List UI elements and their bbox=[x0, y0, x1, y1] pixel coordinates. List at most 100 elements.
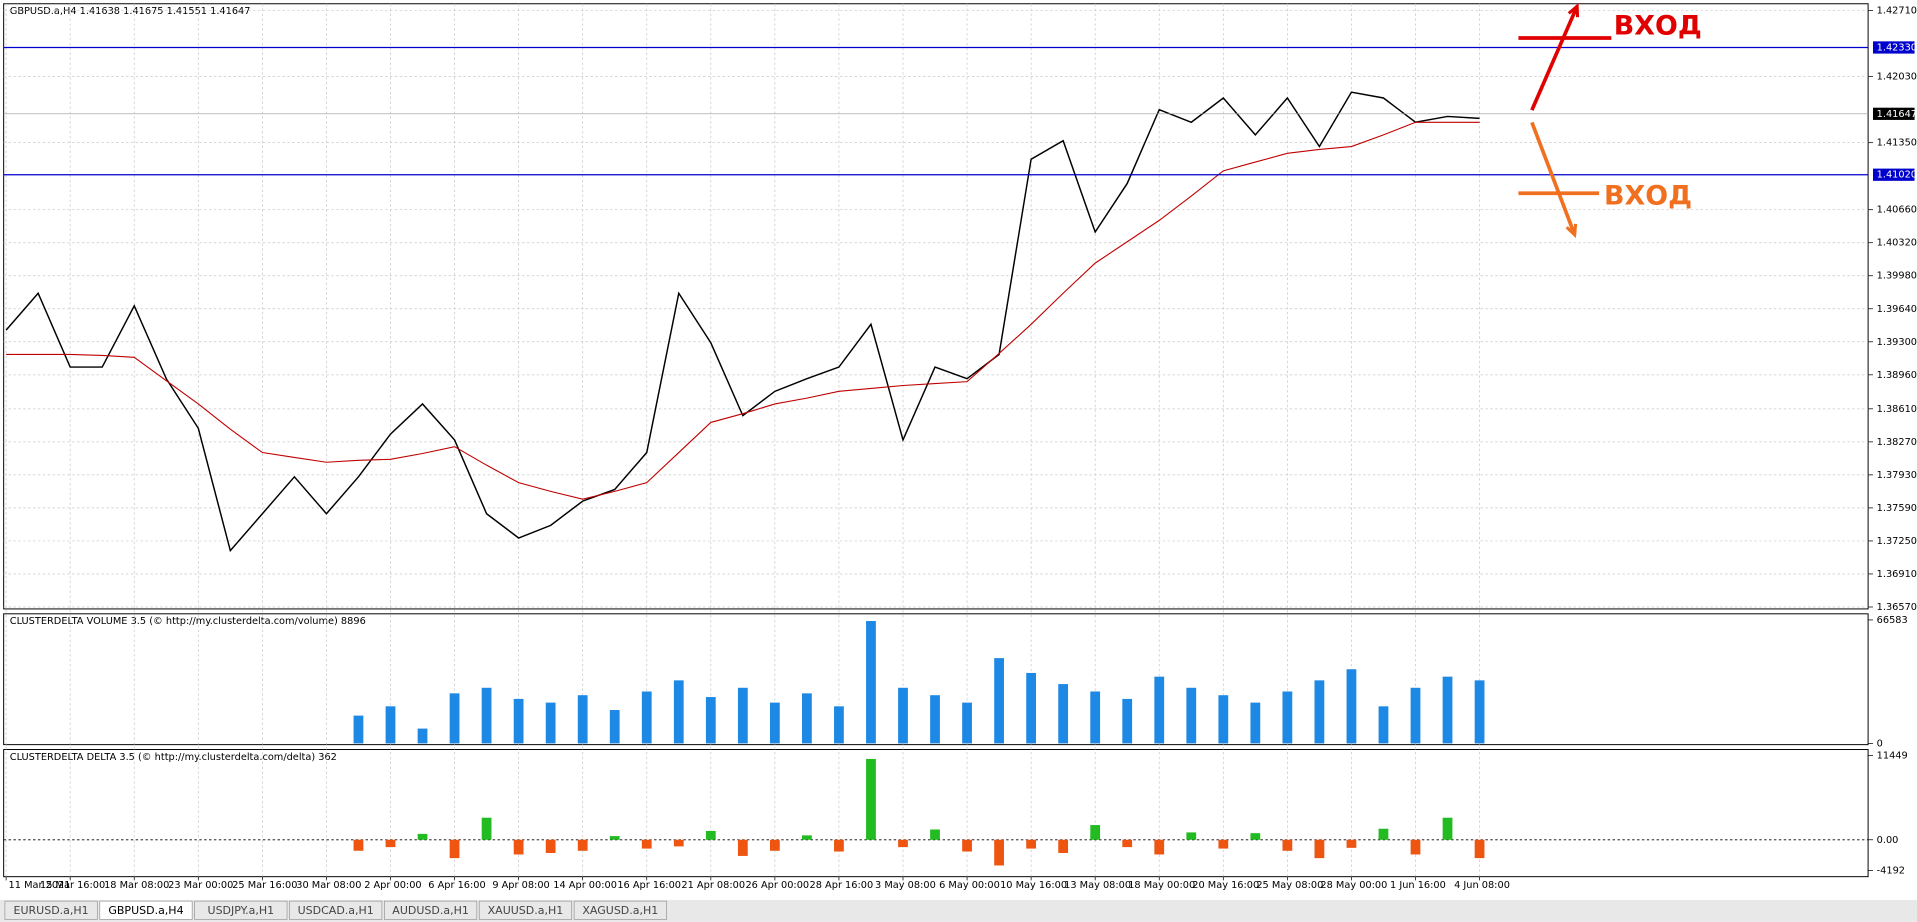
bar bbox=[1314, 839, 1325, 859]
tab-label[interactable]: XAUUSD.a,H1 bbox=[488, 904, 564, 917]
bar bbox=[1442, 817, 1453, 840]
arrow-head bbox=[1565, 223, 1578, 239]
y-tick-label: 1.42030 bbox=[1877, 72, 1917, 83]
tab[interactable] bbox=[4, 900, 98, 920]
bar bbox=[1154, 839, 1165, 855]
bar bbox=[930, 829, 940, 840]
bar bbox=[353, 839, 364, 851]
bar bbox=[1346, 669, 1357, 744]
bar bbox=[673, 680, 684, 744]
x-tick-label: 26 Apr 00:00 bbox=[745, 880, 809, 891]
tab[interactable] bbox=[99, 900, 193, 920]
volume-frame bbox=[3, 613, 1869, 746]
bar bbox=[545, 839, 556, 853]
x-tick-label: 2 Apr 00:00 bbox=[364, 880, 421, 891]
bar bbox=[1218, 839, 1229, 849]
y-tick-label: 0.00 bbox=[1877, 835, 1899, 846]
delta-title: CLUSTERDELTA DELTA 3.5 (© http://my.clus… bbox=[10, 752, 337, 763]
bar bbox=[417, 728, 428, 744]
x-tick-label: 25 May 08:00 bbox=[1256, 880, 1323, 891]
x-tick-label: 11 Mar 2021 bbox=[9, 880, 71, 891]
level-label-box bbox=[1872, 168, 1915, 181]
level-label: 1.41020 bbox=[1877, 170, 1917, 181]
level-label-box bbox=[1872, 41, 1915, 54]
bar bbox=[449, 693, 460, 744]
chart-header: GBPUSD.a,H4 1.41638 1.41675 1.41551 1.41… bbox=[10, 6, 251, 17]
tab-label[interactable]: XAGUSD.a,H1 bbox=[582, 904, 658, 917]
bar bbox=[1090, 691, 1101, 744]
bar bbox=[1154, 676, 1165, 744]
x-tick-label: 1 Jun 16:00 bbox=[1390, 880, 1446, 891]
bar bbox=[1346, 839, 1357, 848]
bar bbox=[834, 706, 844, 744]
bar bbox=[449, 839, 460, 859]
y-tick-label: 11449 bbox=[1877, 751, 1908, 762]
y-tick-label: 1.38270 bbox=[1877, 437, 1917, 448]
tab-label[interactable]: GBPUSD.a,H4 bbox=[108, 904, 183, 917]
bar bbox=[1218, 695, 1229, 744]
y-tick-label: 1.40320 bbox=[1877, 238, 1917, 249]
bar bbox=[417, 833, 428, 840]
bar bbox=[513, 698, 524, 744]
tab-label[interactable]: USDJPY.a,H1 bbox=[208, 904, 275, 917]
tab[interactable] bbox=[384, 900, 478, 920]
x-tick-label: 21 Apr 08:00 bbox=[681, 880, 745, 891]
bar bbox=[1058, 684, 1069, 744]
bar bbox=[705, 830, 716, 840]
bar bbox=[866, 758, 876, 840]
bar bbox=[737, 839, 748, 856]
tab-label[interactable]: EURUSD.a,H1 bbox=[14, 904, 89, 917]
level-label: 1.42330 bbox=[1877, 42, 1917, 53]
bar bbox=[802, 693, 812, 744]
y-tick-label: 1.38610 bbox=[1877, 404, 1917, 415]
price-line bbox=[5, 91, 1480, 553]
bar bbox=[994, 839, 1004, 866]
y-tick-label: 1.37590 bbox=[1877, 503, 1917, 514]
x-tick-label: 14 Apr 00:00 bbox=[553, 880, 617, 891]
x-tick-label: 16 Apr 16:00 bbox=[617, 880, 681, 891]
y-tick-label: 1.36910 bbox=[1877, 569, 1917, 580]
tab[interactable] bbox=[478, 900, 573, 920]
bar bbox=[1378, 828, 1389, 840]
x-tick-label: 3 May 08:00 bbox=[875, 880, 936, 891]
arrow-shaft bbox=[1530, 5, 1579, 111]
tab[interactable] bbox=[194, 900, 288, 920]
y-tick-label: 1.39640 bbox=[1877, 304, 1917, 315]
tab-label[interactable]: AUDUSD.a,H1 bbox=[392, 904, 469, 917]
y-tick-label: 1.38960 bbox=[1877, 370, 1917, 381]
bar bbox=[1282, 691, 1293, 744]
bar bbox=[577, 839, 588, 851]
x-tick-label: 6 Apr 16:00 bbox=[428, 880, 485, 891]
tab-label[interactable]: USDCAD.a,H1 bbox=[298, 904, 374, 917]
y-tick-label: 1.37930 bbox=[1877, 470, 1917, 481]
bar bbox=[1122, 839, 1133, 848]
bar bbox=[1378, 706, 1389, 744]
bar bbox=[962, 702, 972, 744]
x-tick-label: 6 May 00:00 bbox=[939, 880, 1000, 891]
tab[interactable] bbox=[573, 900, 667, 920]
bar bbox=[898, 839, 908, 848]
bar bbox=[1250, 702, 1261, 744]
tab[interactable] bbox=[289, 900, 383, 920]
bar bbox=[353, 715, 364, 744]
bar bbox=[673, 839, 684, 847]
bar bbox=[481, 687, 492, 744]
main-frame bbox=[3, 3, 1869, 610]
bar bbox=[737, 687, 748, 744]
bar bbox=[1058, 839, 1069, 853]
bar bbox=[481, 817, 492, 840]
bar bbox=[1026, 672, 1037, 744]
bar bbox=[1314, 680, 1325, 744]
y-tick-label: 1.40660 bbox=[1877, 205, 1917, 216]
annotation: ВХОД bbox=[1604, 180, 1692, 211]
x-tick-label: 23 Mar 00:00 bbox=[168, 880, 233, 891]
bar bbox=[385, 706, 396, 744]
bar bbox=[385, 839, 396, 848]
bar bbox=[1122, 698, 1133, 744]
x-tick-label: 4 Jun 08:00 bbox=[1454, 880, 1510, 891]
bar bbox=[1250, 833, 1261, 840]
delta-frame bbox=[3, 749, 1869, 878]
x-tick-label: 10 May 16:00 bbox=[1000, 880, 1067, 891]
x-tick-label: 28 Apr 16:00 bbox=[810, 880, 874, 891]
